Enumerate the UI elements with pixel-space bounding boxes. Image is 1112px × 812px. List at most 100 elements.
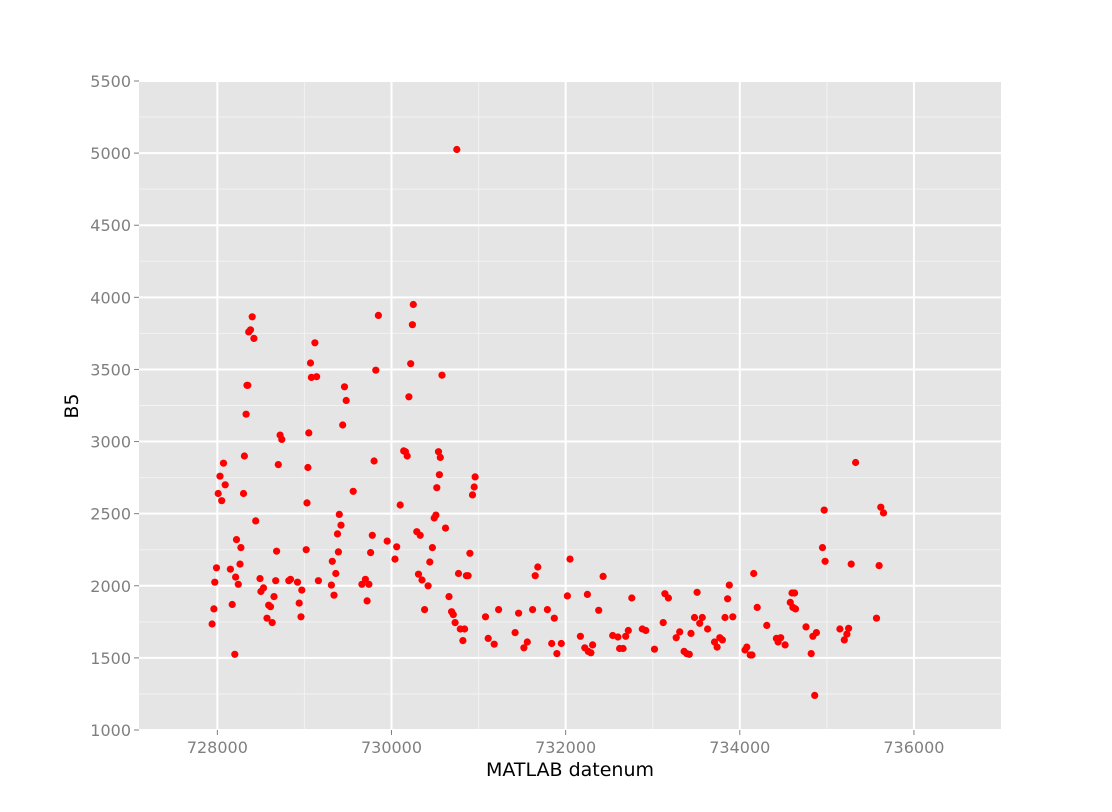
x-tick-label: 728000 xyxy=(187,738,248,757)
data-point xyxy=(212,564,221,572)
data-point xyxy=(211,578,219,586)
data-point xyxy=(624,626,632,635)
data-point xyxy=(470,483,478,491)
data-point xyxy=(843,630,851,638)
data-point xyxy=(523,638,531,646)
data-point xyxy=(363,597,371,605)
data-point xyxy=(454,569,463,578)
data-point xyxy=(433,484,441,492)
data-point xyxy=(405,393,413,401)
data-point xyxy=(693,588,701,596)
data-point xyxy=(214,489,222,498)
data-point xyxy=(449,611,457,619)
data-point xyxy=(520,644,528,652)
data-point xyxy=(534,563,542,571)
data-point xyxy=(628,594,636,602)
data-point xyxy=(748,651,756,659)
data-point xyxy=(231,650,239,658)
data-point xyxy=(270,593,278,601)
data-point xyxy=(409,300,417,309)
data-point xyxy=(208,620,216,628)
y-tick-label: 2000 xyxy=(90,577,131,596)
data-point xyxy=(724,595,732,603)
data-point xyxy=(687,629,695,638)
data-point xyxy=(228,600,236,609)
data-point xyxy=(781,641,789,649)
data-point xyxy=(729,613,737,621)
data-point xyxy=(311,339,319,347)
data-point xyxy=(753,603,761,612)
x-axis: 728000 730000 732000 734000 736000 xyxy=(187,730,944,757)
data-point xyxy=(589,641,597,649)
data-point xyxy=(622,632,630,640)
data-point xyxy=(407,360,415,368)
data-point xyxy=(327,581,335,589)
data-point xyxy=(718,636,727,644)
data-point xyxy=(811,691,819,700)
data-point xyxy=(777,634,785,642)
data-point xyxy=(372,366,380,374)
data-point xyxy=(464,572,472,580)
data-point xyxy=(713,643,721,651)
data-point xyxy=(614,633,622,641)
data-point xyxy=(226,565,234,573)
data-point xyxy=(495,606,503,614)
data-point xyxy=(685,650,693,658)
data-point xyxy=(349,487,357,495)
data-point xyxy=(818,544,827,552)
data-point xyxy=(237,544,245,552)
data-point xyxy=(659,619,667,627)
data-point xyxy=(370,457,378,465)
y-tick-label: 1500 xyxy=(90,649,131,668)
data-point xyxy=(219,459,228,467)
data-point xyxy=(451,619,459,627)
data-point xyxy=(445,593,453,601)
data-point xyxy=(297,613,305,621)
data-point xyxy=(650,645,659,653)
data-point xyxy=(335,510,343,518)
data-point xyxy=(696,619,704,627)
data-point xyxy=(471,473,479,481)
y-tick-label: 5500 xyxy=(90,72,131,91)
data-point xyxy=(365,580,373,588)
data-point xyxy=(337,521,345,529)
x-axis-title: MATLAB datenum xyxy=(486,759,654,781)
data-point xyxy=(531,572,539,580)
data-point xyxy=(484,634,492,643)
major-gridlines xyxy=(139,80,1001,731)
data-point xyxy=(725,581,733,589)
data-point xyxy=(879,509,888,517)
y-tick-label: 5000 xyxy=(90,144,131,163)
data-point xyxy=(302,546,310,554)
data-point xyxy=(791,589,799,597)
data-point xyxy=(763,621,771,630)
data-point xyxy=(847,560,855,568)
data-points xyxy=(208,145,888,700)
data-point xyxy=(314,577,322,585)
data-point xyxy=(286,575,295,583)
y-tick-label: 4000 xyxy=(90,288,131,307)
y-tick-label: 4500 xyxy=(90,216,131,235)
data-point xyxy=(246,326,255,334)
data-point xyxy=(368,531,376,539)
data-point xyxy=(333,530,342,538)
data-point xyxy=(436,453,444,461)
data-point xyxy=(459,637,467,645)
data-point xyxy=(466,549,474,557)
y-tick-label: 3000 xyxy=(90,433,131,452)
data-point xyxy=(704,625,712,633)
data-point xyxy=(428,544,436,552)
y-axis: 1000 1500 2000 2500 3000 3500 4000 4500 5000 5500 xyxy=(90,72,139,740)
data-point xyxy=(403,452,411,460)
data-point xyxy=(802,623,810,631)
data-point xyxy=(273,547,281,555)
data-point xyxy=(845,624,853,632)
data-point xyxy=(334,548,342,556)
data-point xyxy=(840,636,848,644)
data-point xyxy=(408,321,416,329)
data-point xyxy=(550,614,558,622)
data-point xyxy=(453,145,461,154)
minor-gridlines xyxy=(139,81,1001,730)
data-point xyxy=(557,639,565,648)
data-point xyxy=(239,489,248,498)
